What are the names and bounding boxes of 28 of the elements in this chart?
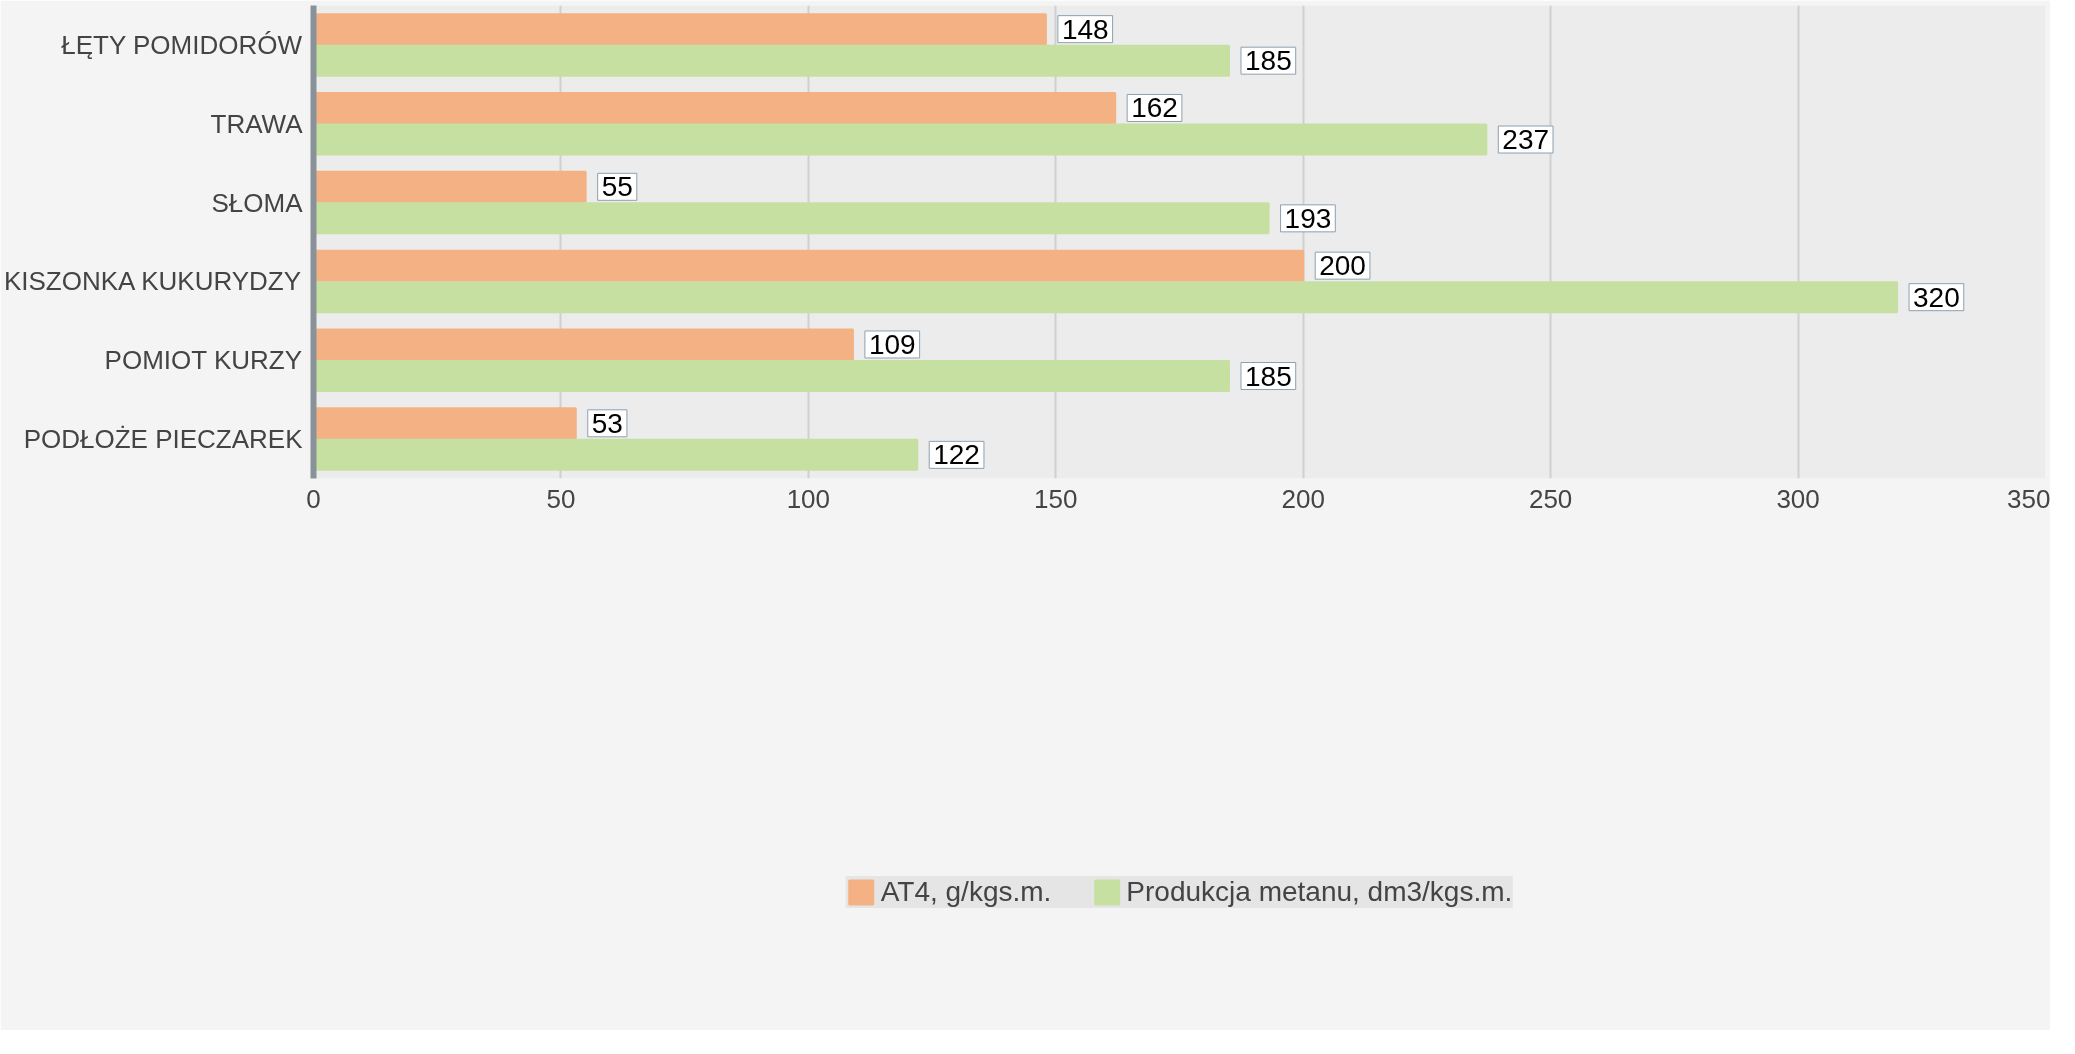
y-tick-label: TRAWA <box>210 108 304 139</box>
legend-label: AT4, g/kgs.m. <box>880 876 1052 908</box>
data-label: 185 <box>1244 45 1292 77</box>
data-label: 148 <box>1061 13 1109 45</box>
y-tick-label: ŁĘTY POMIDORÓW <box>61 29 303 60</box>
data-label: 162 <box>1131 92 1178 124</box>
x-tick-label: 150 <box>1034 483 1078 514</box>
y-tick-label: POMIOT KURZY <box>104 345 303 376</box>
data-label: 53 <box>591 407 623 439</box>
x-tick-label: 100 <box>786 483 831 514</box>
data-label: 109 <box>868 328 916 360</box>
x-tick-label: 0 <box>306 483 321 514</box>
legend-label: Produkcja metanu, dm3/kgs.m. <box>1126 876 1513 908</box>
x-tick-label: 200 <box>1281 483 1325 514</box>
data-label: 122 <box>933 439 980 471</box>
x-tick-label: 300 <box>1776 483 1820 514</box>
y-tick-label: SŁOMA <box>211 187 304 218</box>
x-tick-label: 50 <box>546 483 576 514</box>
data-label: 200 <box>1319 250 1366 282</box>
data-label: 55 <box>601 171 633 203</box>
data-label: 320 <box>1913 281 1960 313</box>
x-tick-label: 250 <box>1528 483 1573 514</box>
y-tick-label: KISZONKA KUKURYDZY <box>3 266 302 297</box>
y-tick-label: PODŁOŻE PIECZAREK <box>23 424 304 455</box>
data-label: 185 <box>1244 360 1292 392</box>
x-tick-label: 350 <box>2007 483 2051 514</box>
data-label: 193 <box>1284 202 1332 234</box>
data-label: 237 <box>1502 124 1550 156</box>
